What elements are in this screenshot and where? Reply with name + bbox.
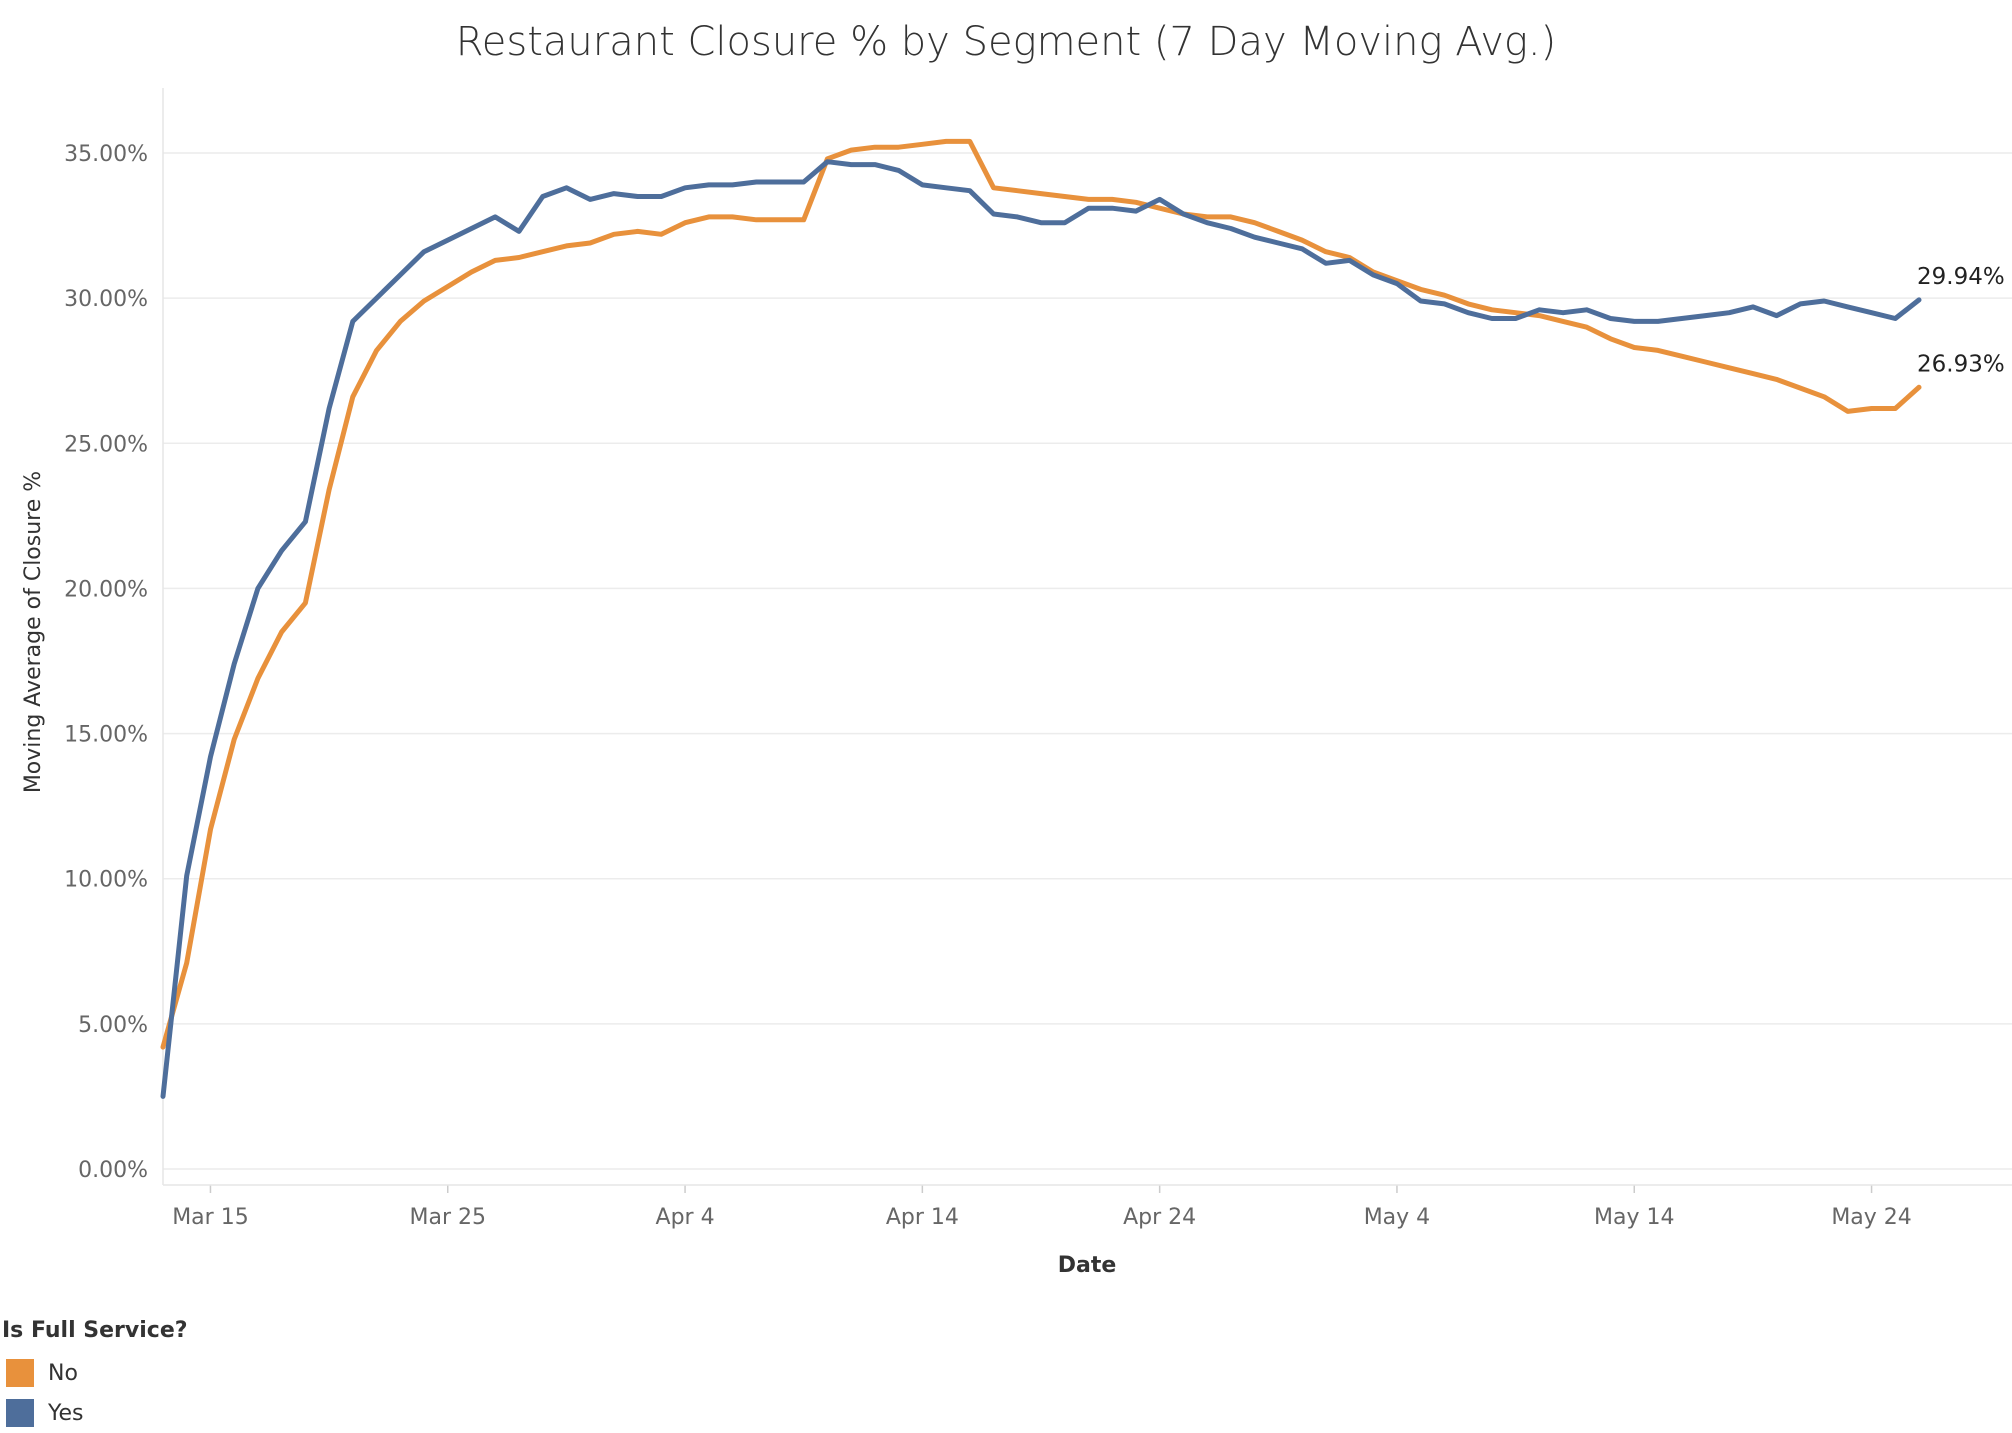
x-tick-label: May 4 bbox=[1364, 1205, 1430, 1230]
end-label-no: 26.93% bbox=[1917, 351, 2005, 377]
series-line-yes bbox=[160, 159, 1922, 1099]
y-tick-label: 30.00% bbox=[64, 287, 148, 312]
end-label-yes: 29.94% bbox=[1917, 264, 2005, 290]
y-tick-label: 10.00% bbox=[64, 868, 148, 893]
legend-item-yes[interactable]: Yes bbox=[2, 1393, 188, 1433]
gridlines bbox=[163, 152, 2012, 1170]
x-tick-label: Apr 14 bbox=[886, 1205, 959, 1230]
legend-swatch-yes bbox=[6, 1399, 34, 1427]
series-line-no bbox=[160, 138, 1922, 1050]
x-tick-label: Apr 4 bbox=[656, 1205, 715, 1230]
y-axis-title: Moving Average of Closure % bbox=[21, 471, 46, 793]
x-tick-label: Apr 24 bbox=[1123, 1205, 1196, 1230]
x-tick-label: May 14 bbox=[1594, 1205, 1674, 1230]
x-axis-title: Date bbox=[1058, 1253, 1117, 1278]
y-tick-label: 20.00% bbox=[64, 577, 148, 602]
x-tick-label: Mar 15 bbox=[172, 1205, 249, 1230]
y-tick-label: 15.00% bbox=[64, 723, 148, 748]
x-axis-ticks: Mar 15 Mar 25 Apr 4 Apr 14 Apr 24 May 4 May 14… bbox=[172, 1185, 1912, 1230]
chart-title: Restaurant Closure % by Segment (7 Day M… bbox=[456, 19, 1556, 65]
legend-label-yes: Yes bbox=[48, 1400, 84, 1426]
legend-title: Is Full Service? bbox=[2, 1318, 188, 1343]
legend-swatch-no bbox=[6, 1359, 34, 1387]
y-tick-label: 5.00% bbox=[78, 1013, 148, 1038]
y-tick-label: 35.00% bbox=[64, 142, 148, 167]
y-axis-ticks: 0.00% 5.00% 10.00% 15.00% 20.00% 25.00% 30.00%… bbox=[64, 142, 148, 1183]
series-lines bbox=[160, 138, 1922, 1099]
y-tick-label: 25.00% bbox=[64, 432, 148, 457]
x-tick-label: May 24 bbox=[1831, 1205, 1911, 1230]
y-tick-label: 0.00% bbox=[78, 1158, 148, 1183]
legend: Is Full Service? No Yes bbox=[2, 1318, 188, 1433]
legend-label-no: No bbox=[48, 1360, 78, 1386]
end-labels: 26.93% 29.94% bbox=[1917, 264, 2005, 377]
legend-item-no[interactable]: No bbox=[2, 1353, 188, 1393]
x-tick-label: Mar 25 bbox=[410, 1205, 487, 1230]
